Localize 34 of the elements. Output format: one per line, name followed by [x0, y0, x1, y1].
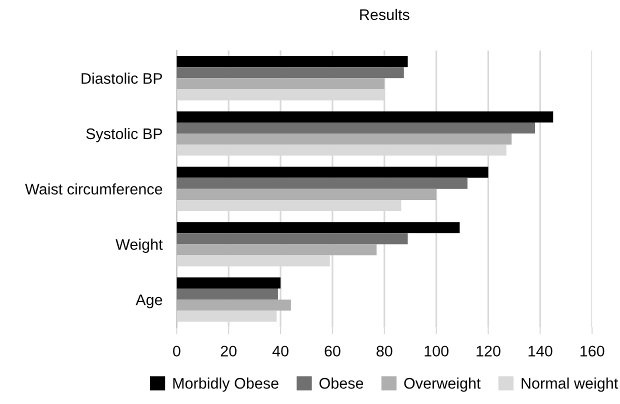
bar [176, 56, 408, 68]
y-tick-label: Waist circumference [25, 183, 162, 195]
legend-label: Normal weight [522, 378, 618, 392]
x-tick-label: 140 [528, 346, 552, 357]
x-tick-label: 40 [272, 346, 288, 357]
bar [176, 122, 535, 134]
x-tick-label: 0 [173, 346, 180, 357]
bar [176, 78, 384, 90]
bar [176, 288, 278, 300]
chart-title: Results [360, 8, 410, 20]
y-tick-label: Diastolic BP [82, 72, 162, 84]
bar [176, 166, 488, 178]
bar [176, 178, 468, 189]
bar [176, 134, 512, 145]
y-tick-label: Systolic BP [86, 128, 162, 142]
bar [176, 222, 460, 234]
bar [176, 233, 408, 244]
y-tick-label: Weight [116, 238, 163, 253]
bar [176, 300, 291, 311]
x-tick-label: 20 [220, 346, 237, 357]
x-tick-label: 60 [324, 346, 340, 357]
bar [176, 111, 554, 122]
bar [176, 188, 436, 200]
y-tick-label: Age [136, 294, 162, 308]
legend-label: Obese [319, 378, 364, 389]
legend-label: Morbidly Obese [173, 378, 278, 392]
x-tick-label: 160 [580, 346, 604, 357]
legend-label: Overweight [404, 378, 481, 392]
bar [176, 277, 281, 288]
bar [176, 67, 404, 78]
x-tick-label: 100 [424, 346, 448, 357]
x-tick-label: 80 [376, 346, 392, 357]
bar [176, 244, 377, 256]
x-tick-label: 120 [476, 346, 500, 357]
